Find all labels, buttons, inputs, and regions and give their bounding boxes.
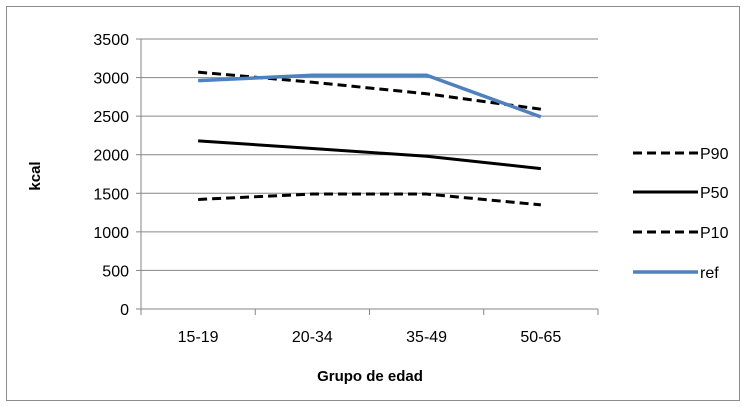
y-tick-label: 2000	[93, 148, 129, 165]
x-tick-label: 15-19	[178, 329, 219, 346]
x-tick-label: 20-34	[292, 329, 333, 346]
series-line-ref	[198, 73, 542, 119]
axes: 0 500 1000 1500 2000 2500 3000 3500 15-19 20-34 35…	[93, 32, 599, 346]
x-tick-label: 35-49	[406, 329, 447, 346]
y-tick-label: 500	[102, 263, 129, 280]
legend-label-p50: P50	[700, 185, 729, 202]
y-tick-label: 1000	[93, 225, 129, 242]
legend-label-p90: P90	[700, 146, 729, 163]
legend-label-ref: ref	[700, 265, 719, 282]
x-axis-title: Grupo de edad	[317, 368, 423, 385]
gridlines	[141, 38, 598, 271]
y-tick-label: 2500	[93, 109, 129, 126]
y-tick-label: 3500	[93, 32, 129, 49]
chart-frame	[6, 6, 740, 401]
y-tick-label: 3000	[93, 71, 129, 88]
x-tick-label: 50-65	[520, 329, 561, 346]
y-axis-title: kcal	[27, 161, 44, 190]
y-tick-label: 1500	[93, 186, 129, 203]
legend-label-p10: P10	[700, 225, 729, 242]
series-line-p10	[198, 192, 542, 207]
legend: P90 P50 P10 ref	[633, 146, 729, 282]
series-line-p50	[198, 139, 542, 171]
y-tick-label: 0	[120, 302, 129, 319]
series-lines	[197, 70, 542, 207]
